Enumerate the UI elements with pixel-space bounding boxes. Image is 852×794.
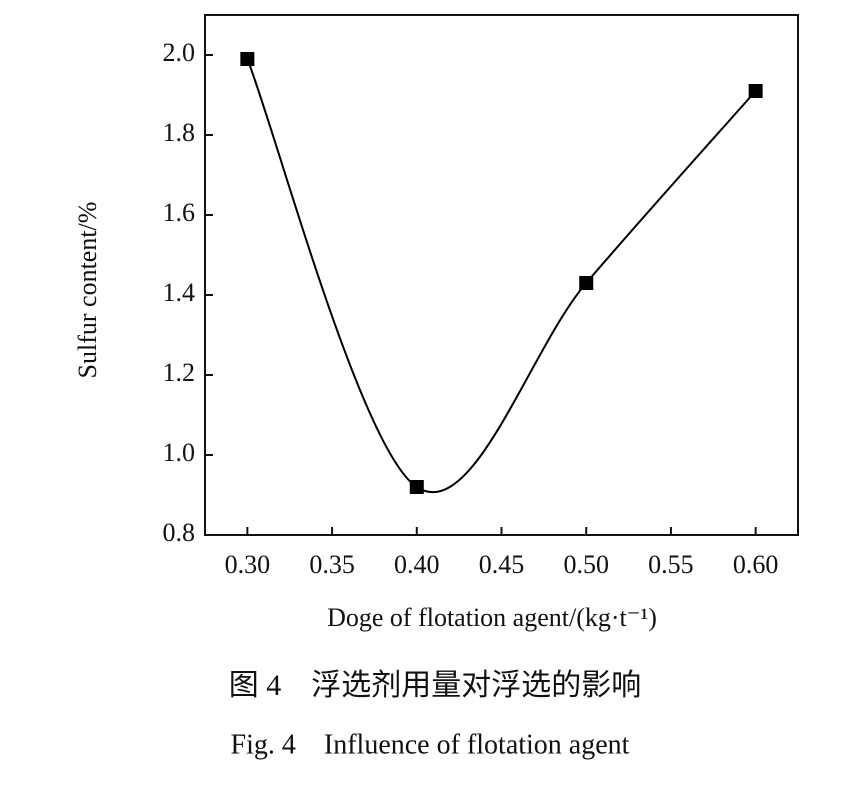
caption-en: Fig. 4 Influence of flotation agent <box>231 729 630 760</box>
y-tick-label: 1.4 <box>163 278 196 307</box>
y-tick-label: 0.8 <box>163 518 196 547</box>
data-point <box>579 276 594 290</box>
plot-frame <box>204 14 799 536</box>
y-tick-label: 1.0 <box>163 438 196 467</box>
data-point <box>409 480 424 494</box>
y-axis-label: Sulfur content/% <box>73 202 102 379</box>
x-tick-label: 0.55 <box>648 550 694 579</box>
x-tick-label: 0.35 <box>309 550 355 579</box>
data-point <box>240 52 255 66</box>
y-tick-label: 1.2 <box>163 358 196 387</box>
x-tick-label: 0.60 <box>733 550 779 579</box>
x-tick-label: 0.40 <box>394 550 440 579</box>
series-line <box>246 58 757 494</box>
data-point <box>748 84 763 98</box>
x-tick-label: 0.30 <box>225 550 271 579</box>
caption-cn: 图 4 浮选剂用量对浮选的影响 <box>229 669 642 702</box>
y-tick-label: 1.8 <box>163 118 196 147</box>
x-tick-label: 0.50 <box>563 550 609 579</box>
x-tick-label: 0.45 <box>479 550 525 579</box>
x-axis-label: Doge of flotation agent/(kg·t⁻¹) <box>327 603 657 632</box>
y-tick-label: 2.0 <box>163 38 196 67</box>
y-tick-label: 1.6 <box>163 198 196 227</box>
